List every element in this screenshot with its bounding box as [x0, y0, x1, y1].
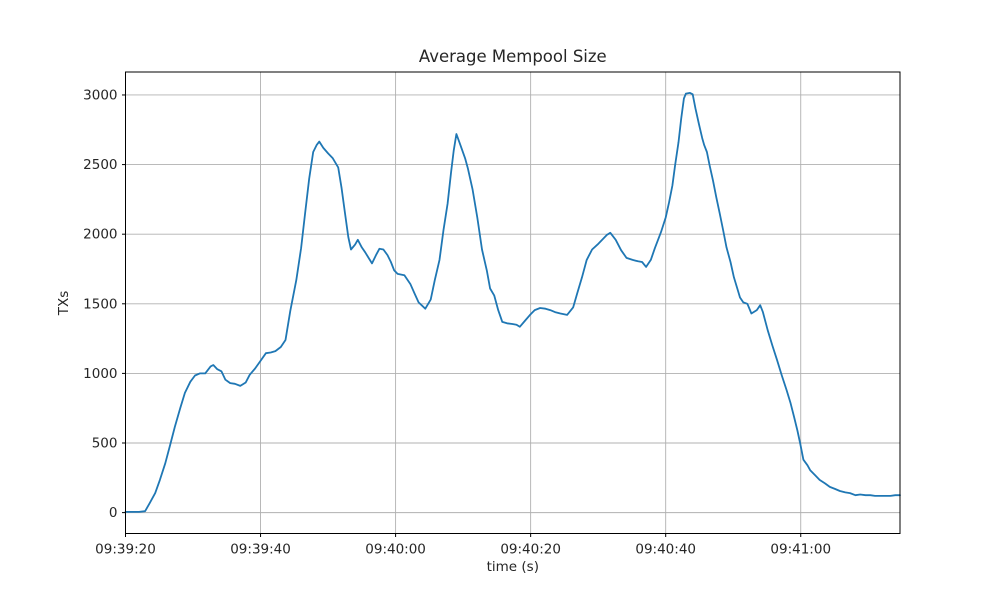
x-tick-label: 09:40:40 [635, 542, 696, 558]
grid-layer [125, 72, 900, 534]
chart-title: Average Mempool Size [419, 47, 607, 66]
y-tick-label: 1500 [83, 296, 117, 312]
y-tick-label: 500 [92, 436, 118, 452]
y-tick-label: 2500 [83, 157, 117, 173]
series-layer [124, 92, 901, 513]
plot-border [125, 71, 901, 534]
y-tick-label: 2000 [83, 227, 117, 243]
x-axis-label: time (s) [487, 559, 539, 575]
x-tick-label: 09:39:20 [95, 542, 156, 558]
y-tick-label: 1000 [83, 366, 117, 382]
y-axis-label: TXs [56, 291, 72, 317]
axes-layer: 0 500 1000 1500 2000 2500 3000 09:39:20 09:39:40… [83, 71, 901, 558]
y-tick-label: 0 [109, 505, 118, 521]
x-tick-label: 09:40:00 [365, 542, 426, 558]
y-tick-label: 3000 [83, 87, 117, 103]
x-tick-label: 09:41:00 [770, 542, 831, 558]
series-line [124, 92, 901, 513]
x-tick-label: 09:39:40 [230, 542, 291, 558]
x-tick-label: 09:40:20 [500, 542, 561, 558]
